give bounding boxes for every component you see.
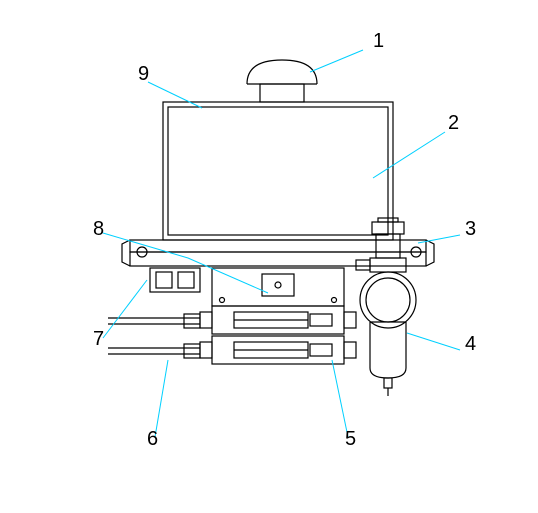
leader-4 [407,333,460,350]
label-8: 8 [93,218,104,240]
leader-7 [103,280,147,338]
leader-3 [418,235,460,243]
technical-diagram: 1 2 3 4 5 6 7 8 9 [0,0,538,513]
part-left-block [150,268,200,292]
leader-9 [148,82,202,108]
label-5: 5 [345,428,356,450]
label-6: 6 [147,428,158,450]
leader-8 [103,233,268,293]
label-4: 4 [465,333,476,355]
label-1: 1 [373,30,384,52]
label-9: 9 [138,63,149,85]
part-hose-2 [108,344,200,358]
leader-6 [155,360,168,437]
part-filter [356,218,416,396]
leader-lines [103,50,460,437]
part-tank [163,102,393,240]
part-base [122,240,434,266]
label-3: 3 [465,218,476,240]
part-cap [247,60,317,102]
part-valve-2 [200,336,356,364]
leader-2 [373,132,445,178]
leader-5 [332,360,348,437]
label-7: 7 [93,328,104,350]
part-valve-1 [200,306,356,334]
leader-1 [310,50,363,72]
label-2: 2 [448,112,459,134]
part-hose-1 [108,314,200,328]
part-center-block [212,268,344,306]
